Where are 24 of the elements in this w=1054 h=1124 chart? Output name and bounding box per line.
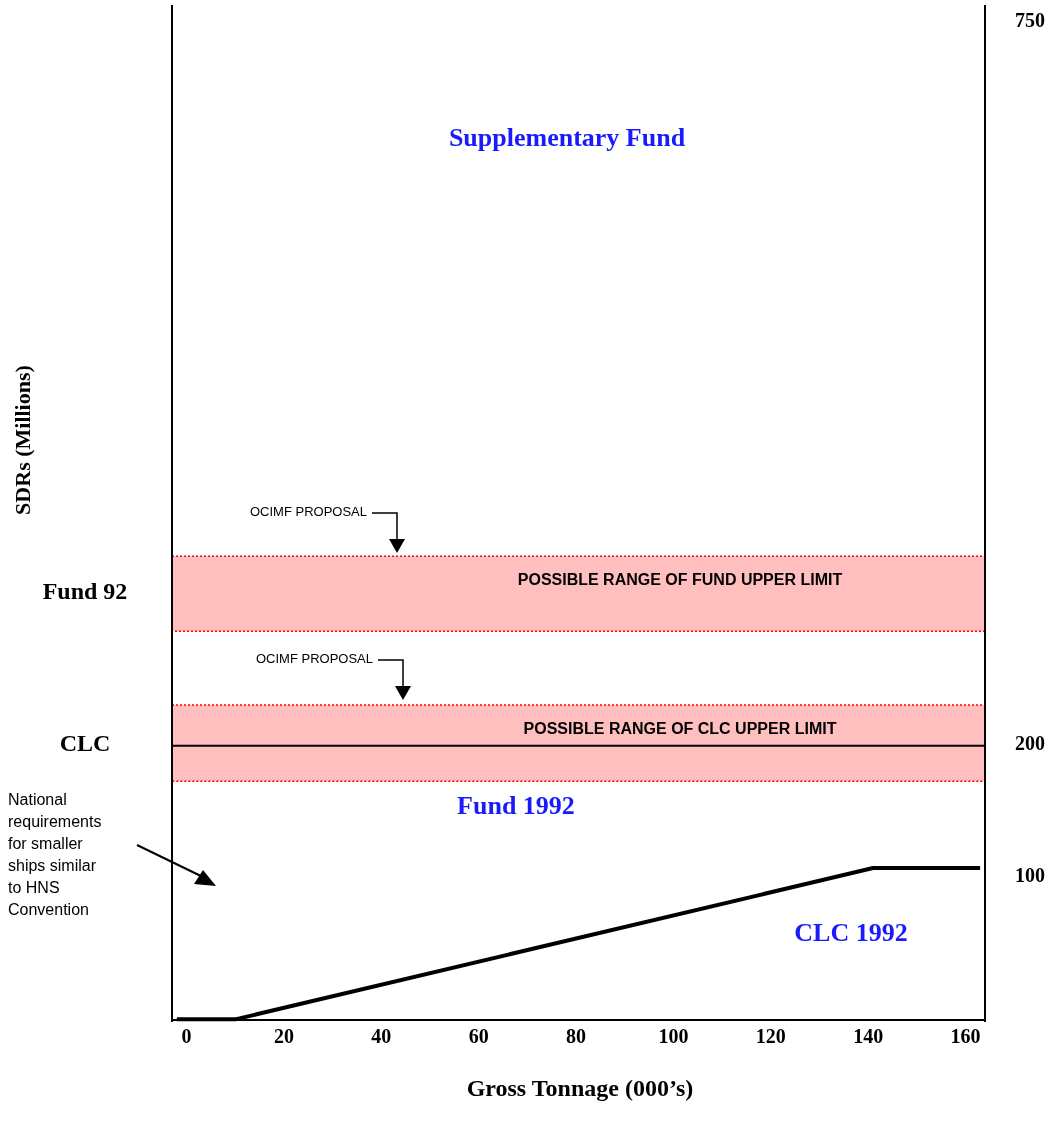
x-tick-label: 0: [181, 1024, 192, 1047]
band-label: POSSIBLE RANGE OF CLC UPPER LIMIT: [523, 720, 837, 738]
band-label: POSSIBLE RANGE OF FUND UPPER LIMIT: [517, 571, 843, 589]
x-tick-label: 80: [566, 1024, 587, 1047]
x-tick-label: 120: [755, 1024, 786, 1047]
annotation: OCIMF PROPOSAL: [249, 504, 367, 520]
annotation: Supplementary Fund: [448, 122, 686, 152]
x-tick-label: 40: [371, 1024, 392, 1047]
text: Fund 92: [42, 578, 128, 605]
text: SDRs (Millions): [10, 365, 36, 515]
annotation: Fund 1992: [457, 790, 575, 820]
y-tick-label: 100: [1015, 863, 1045, 886]
x-tick-label: 60: [468, 1024, 489, 1047]
ref-line-label: CLC: [59, 730, 111, 757]
annotation: OCIMF PROPOSAL: [255, 651, 373, 667]
x-tick-label: 140: [853, 1024, 884, 1047]
text: National requirements for smaller ships similar to HNS Convention: [8, 791, 102, 918]
y-tick-label: 200: [1015, 732, 1045, 755]
x-tick-label: 100: [658, 1024, 689, 1047]
x-tick-label: 160: [950, 1024, 981, 1047]
x-tick-label: 20: [273, 1024, 294, 1047]
annotation: CLC 1992: [794, 917, 908, 947]
x-axis-title: Gross Tonnage (000’s): [466, 1074, 694, 1101]
y-tick-label: 750: [1015, 8, 1045, 31]
